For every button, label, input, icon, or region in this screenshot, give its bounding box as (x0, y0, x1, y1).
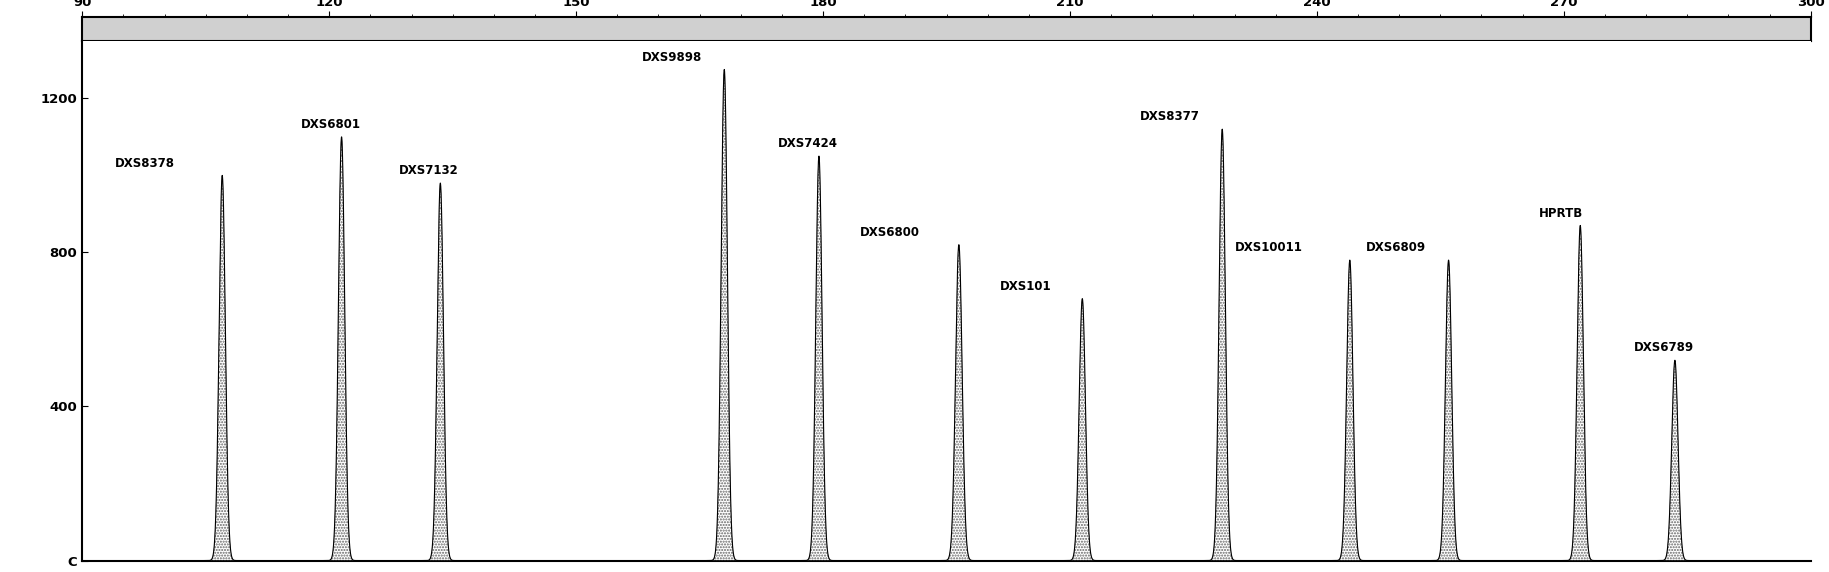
Text: DXS101: DXS101 (1000, 280, 1052, 293)
Text: DXS10011: DXS10011 (1235, 241, 1302, 255)
Text: DXS6800: DXS6800 (860, 226, 920, 239)
Text: DXS6789: DXS6789 (1633, 341, 1694, 355)
Text: DXS7424: DXS7424 (777, 137, 838, 150)
Text: DXS9898: DXS9898 (642, 51, 702, 63)
Text: DXS7132: DXS7132 (399, 164, 459, 177)
Text: DXS6809: DXS6809 (1366, 241, 1427, 255)
Text: DXS8378: DXS8378 (115, 157, 176, 169)
Text: HPRTB: HPRTB (1540, 206, 1584, 220)
Text: DXS6801: DXS6801 (300, 118, 360, 131)
Text: DXS8377: DXS8377 (1139, 110, 1200, 124)
